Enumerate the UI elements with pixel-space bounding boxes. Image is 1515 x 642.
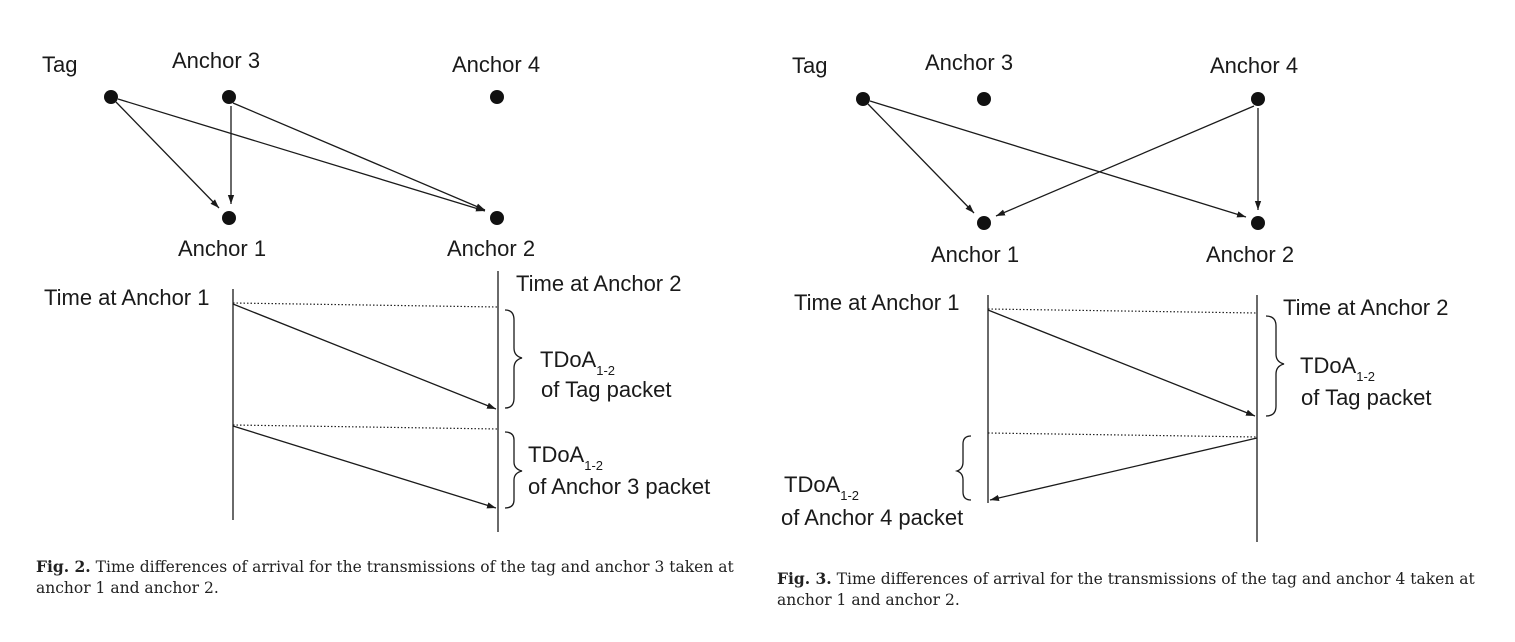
fig2-time-anchor1-label: Time at Anchor 1 bbox=[44, 285, 209, 310]
fig3-arrow-tag-to-anchor2 bbox=[869, 100, 1247, 218]
fig2-anchor1-label: Anchor 1 bbox=[178, 236, 266, 261]
fig2-tdoa-tag-desc: of Tag packet bbox=[541, 377, 671, 402]
fig3-tag-label: Tag bbox=[792, 53, 827, 78]
fig2-time-anchor2-label: Time at Anchor 2 bbox=[516, 271, 681, 296]
fig2-anchor2-node bbox=[490, 211, 504, 225]
fig3-brace-anchor4 bbox=[954, 435, 972, 501]
fig3-tdoa-tag: TDoA1-2 bbox=[1300, 353, 1375, 384]
fig3-anchor3-node bbox=[977, 92, 991, 106]
fig3-anchor1-node bbox=[977, 216, 991, 230]
fig2-arrow-tag-to-anchor1 bbox=[115, 101, 220, 209]
fig3-anchor3-label: Anchor 3 bbox=[925, 50, 1013, 75]
fig3-tdoa-tag-desc: of Tag packet bbox=[1301, 385, 1431, 410]
fig2-brace-tag bbox=[504, 309, 523, 409]
fig2-tdoa-anchor3: TDoA1-2 bbox=[528, 442, 603, 473]
fig2-arrow-tag-to-anchor2 bbox=[117, 98, 486, 212]
fig2-anchor4-node bbox=[490, 90, 504, 104]
fig2-timeline-arrow-anchor3 bbox=[232, 425, 497, 509]
fig3-arrow-tag-to-anchor1 bbox=[867, 103, 975, 214]
fig2-anchor2-label: Anchor 2 bbox=[447, 236, 535, 261]
fig3-time-anchor2-label: Time at Anchor 2 bbox=[1283, 295, 1448, 320]
fig3-anchor2-node bbox=[1251, 216, 1265, 230]
fig3-tdoa-anchor4: TDoA1-2 bbox=[784, 472, 859, 503]
fig3-sync-line-2 bbox=[987, 432, 1258, 438]
fig2-tag-label: Tag bbox=[42, 52, 77, 77]
fig2-brace-anchor3 bbox=[504, 431, 523, 509]
fig3-tag-node bbox=[856, 92, 870, 106]
fig2-caption: Fig. 2. Time differences of arrival for … bbox=[36, 556, 736, 599]
fig3-tdoa-anchor4-desc: of Anchor 4 packet bbox=[781, 505, 963, 530]
fig3-arrow-anchor4-to-anchor1 bbox=[995, 105, 1255, 217]
fig3-brace-tag bbox=[1265, 315, 1285, 417]
fig3-timeline-arrow-anchor4 bbox=[989, 437, 1258, 502]
fig3-anchor4-label: Anchor 4 bbox=[1210, 53, 1298, 78]
fig2-sync-line-1 bbox=[232, 302, 499, 308]
fig3-diagram: Tag Anchor 3 Anchor 4 Anchor 1 Anchor 2 … bbox=[781, 50, 1448, 542]
fig2-anchor1-node bbox=[222, 211, 236, 225]
fig3-timeline-arrow-tag bbox=[987, 309, 1256, 417]
fig2-tdoa-tag: TDoA1-2 bbox=[540, 347, 615, 378]
fig2-arrow-anchor3-to-anchor2 bbox=[232, 102, 486, 211]
fig2-timeline-arrow-tag bbox=[232, 303, 497, 410]
fig3-anchor1-label: Anchor 1 bbox=[931, 242, 1019, 267]
fig2-caption-text: Time differences of arrival for the tran… bbox=[36, 558, 734, 597]
fig2-anchor3-label: Anchor 3 bbox=[172, 48, 260, 73]
fig2-diagram: Tag Anchor 3 Anchor 4 Anchor 1 Anchor 2 … bbox=[42, 48, 710, 532]
fig2-anchor4-label: Anchor 4 bbox=[452, 52, 540, 77]
fig3-anchor4-node bbox=[1251, 92, 1265, 106]
fig2-anchor3-node bbox=[222, 90, 236, 104]
fig3-caption: Fig. 3. Time differences of arrival for … bbox=[777, 568, 1477, 611]
fig2-tdoa-anchor3-desc: of Anchor 3 packet bbox=[528, 474, 710, 499]
fig3-anchor2-label: Anchor 2 bbox=[1206, 242, 1294, 267]
fig2-tag-node bbox=[104, 90, 118, 104]
fig3-caption-label: Fig. 3. bbox=[777, 569, 832, 588]
fig3-time-anchor1-label: Time at Anchor 1 bbox=[794, 290, 959, 315]
fig2-caption-label: Fig. 2. bbox=[36, 557, 91, 576]
fig3-caption-text: Time differences of arrival for the tran… bbox=[777, 570, 1475, 609]
fig3-sync-line-1 bbox=[987, 308, 1258, 314]
fig2-sync-line-2 bbox=[232, 424, 499, 430]
